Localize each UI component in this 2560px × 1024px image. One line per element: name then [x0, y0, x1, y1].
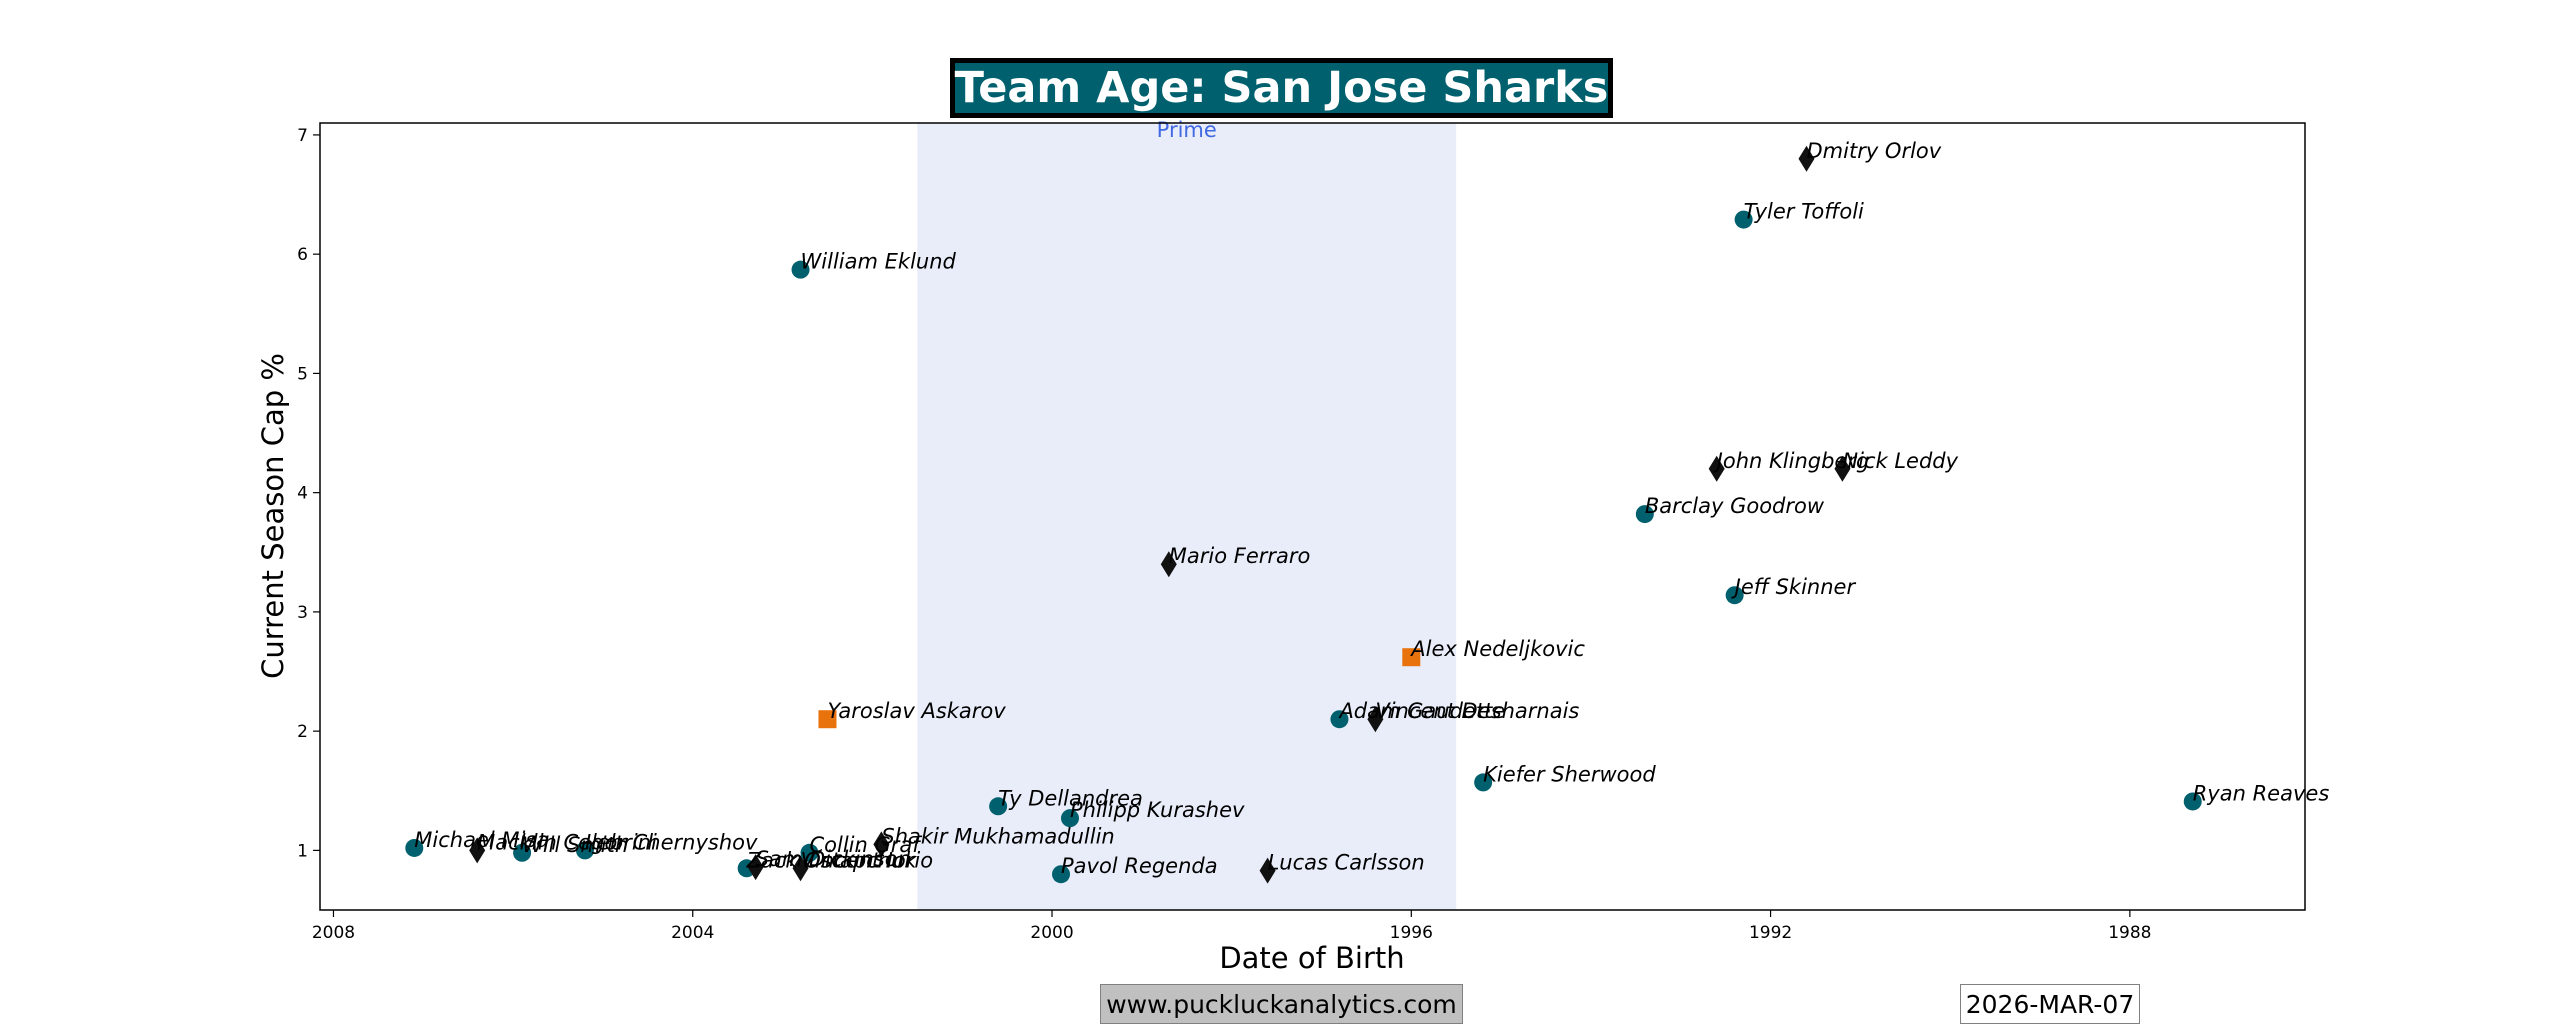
data-label: John Klingberg [1713, 449, 1870, 473]
website-link[interactable]: www.puckluckanalytics.com [1100, 984, 1463, 1024]
y-tick-label: 2 [297, 722, 308, 742]
data-label: Barclay Goodrow [1645, 494, 1825, 518]
data-point [1052, 865, 1071, 884]
x-tick-label: 1988 [2108, 923, 2151, 943]
data-point [513, 843, 532, 862]
y-tick-label: 1 [297, 841, 308, 861]
data-point [469, 837, 486, 864]
data-point [1474, 773, 1493, 792]
prime-band [917, 123, 1457, 910]
data-label: Yaroslav Askarov [827, 699, 1006, 723]
data-point [1635, 505, 1654, 524]
data-label: Dmitry Orlov [1807, 139, 1942, 163]
data-label: Vincent Desharnais [1375, 699, 1579, 723]
data-label: Will Smith [522, 833, 628, 857]
data-point [1708, 455, 1725, 482]
data-label: Kiefer Sherwood [1483, 762, 1656, 786]
data-point [1367, 706, 1384, 733]
data-label: Alex Nedeljkovic [1409, 637, 1585, 661]
y-tick-label: 6 [297, 245, 308, 265]
data-label: Igor Chernyshov [585, 830, 758, 854]
x-tick-label: 2000 [1030, 923, 1073, 943]
data-label: Collin Graf [810, 833, 924, 857]
data-point [1798, 145, 1815, 172]
plot-frame [319, 122, 2306, 911]
data-point [800, 843, 819, 862]
data-point [747, 854, 764, 881]
prime-band-label: Prime [1157, 118, 1217, 142]
data-label: Tyler Toffoli [1744, 200, 1864, 224]
data-label: Zack Ostapchuk [746, 848, 918, 872]
y-axis: 1 2 3 4 5 6 7 [297, 126, 320, 861]
x-axis: 2008 2004 2000 1996 1992 1988 [312, 910, 2151, 943]
data-label: Pavol Regenda [1061, 854, 1218, 878]
data-point [989, 797, 1008, 816]
data-point [1330, 710, 1349, 729]
date-stamp: 2026-MAR-07 [1960, 984, 2140, 1024]
data-label: Vincent Iorio [801, 848, 934, 872]
data-point [1259, 857, 1276, 884]
data-point [405, 838, 424, 857]
data-label: Macklin Celebrini [477, 830, 657, 854]
x-tick-label: 1996 [1390, 923, 1433, 943]
y-tick-label: 3 [297, 603, 308, 623]
data-label: Ryan Reaves [2193, 781, 2330, 805]
data-label: William Eklund [801, 250, 957, 274]
data-label: Ty Dellandrea [998, 786, 1143, 810]
data-points [405, 145, 2202, 884]
data-point [1834, 455, 1851, 482]
y-axis-label: Current Season Cap % [256, 353, 290, 679]
y-tick-label: 4 [297, 484, 308, 504]
data-label: Lucas Carlsson [1268, 851, 1425, 875]
data-label: Nick Leddy [1842, 449, 1958, 473]
data-point [1060, 809, 1079, 828]
x-axis-label: Date of Birth [1219, 941, 1404, 975]
y-tick-label: 7 [297, 126, 308, 146]
data-point [792, 855, 809, 882]
data-point [1734, 210, 1753, 229]
data-point [2183, 792, 2202, 811]
data-point [1402, 648, 1421, 667]
data-point [1160, 551, 1177, 578]
data-label: Adam Gaudette [1337, 699, 1505, 723]
data-label: Michael Misa [414, 828, 549, 852]
y-tick-label: 5 [297, 364, 308, 384]
data-point [873, 831, 890, 858]
data-point [791, 260, 810, 279]
x-tick-label: 2008 [312, 923, 355, 943]
x-tick-label: 1992 [1749, 923, 1792, 943]
chart-title: Team Age: San Jose Sharks [950, 58, 1613, 118]
data-label: Sam Dickinson [756, 847, 911, 871]
data-point [818, 710, 837, 729]
x-tick-label: 2004 [671, 923, 714, 943]
data-point [1725, 586, 1744, 605]
data-label: Jeff Skinner [1731, 575, 1857, 599]
data-label: Philipp Kurashev [1070, 798, 1245, 822]
data-point [575, 841, 594, 860]
data-label: Mario Ferraro [1169, 544, 1311, 568]
data-label: Shakir Mukhamadullin [881, 824, 1114, 848]
